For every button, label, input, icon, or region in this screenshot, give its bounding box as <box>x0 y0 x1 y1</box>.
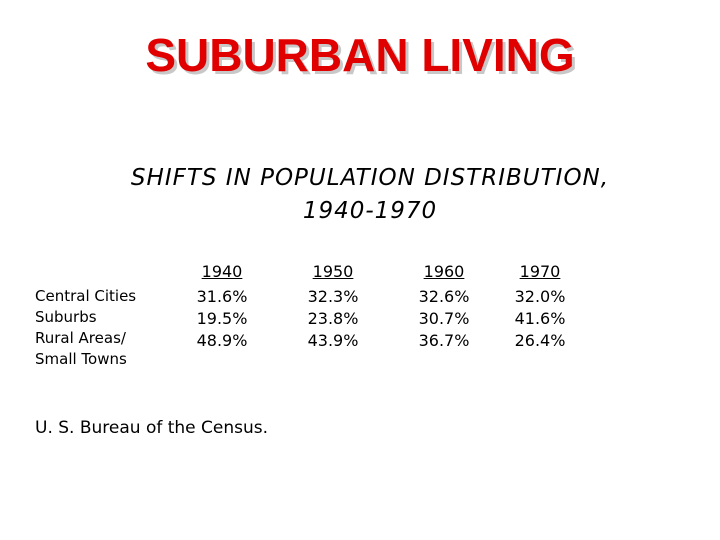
row-label: Central Cities <box>35 287 137 305</box>
column-header: 1960 <box>423 262 465 281</box>
column-header: 1970 <box>519 262 561 281</box>
row-label: Suburbs <box>35 308 97 326</box>
subtitle-line: 1940-1970 <box>302 198 438 224</box>
row-label: Small Towns <box>35 350 127 368</box>
table-cell: 43.9% <box>307 331 359 350</box>
table-cell: 32.3% <box>307 287 359 306</box>
table-cell: 26.4% <box>514 331 566 350</box>
table-cell: 48.9% <box>196 331 248 350</box>
table-cell: 30.7% <box>418 309 470 328</box>
slide-title: SUBURBAN LIVING <box>145 29 575 81</box>
source-note: U. S. Bureau of the Census. <box>35 418 269 438</box>
table-cell: 19.5% <box>196 309 248 328</box>
column-header: 1940 <box>201 262 243 281</box>
subtitle-line: SHIFTS IN POPULATION DISTRIBUTION, <box>130 165 610 191</box>
column-header: 1950 <box>312 262 354 281</box>
table-cell: 32.0% <box>514 287 566 306</box>
table-cell: 41.6% <box>514 309 566 328</box>
row-label: Rural Areas/ <box>35 329 126 347</box>
table-cell: 31.6% <box>196 287 248 306</box>
table-cell: 36.7% <box>418 331 470 350</box>
table-cell: 32.6% <box>418 287 470 306</box>
table-cell: 23.8% <box>307 309 359 328</box>
